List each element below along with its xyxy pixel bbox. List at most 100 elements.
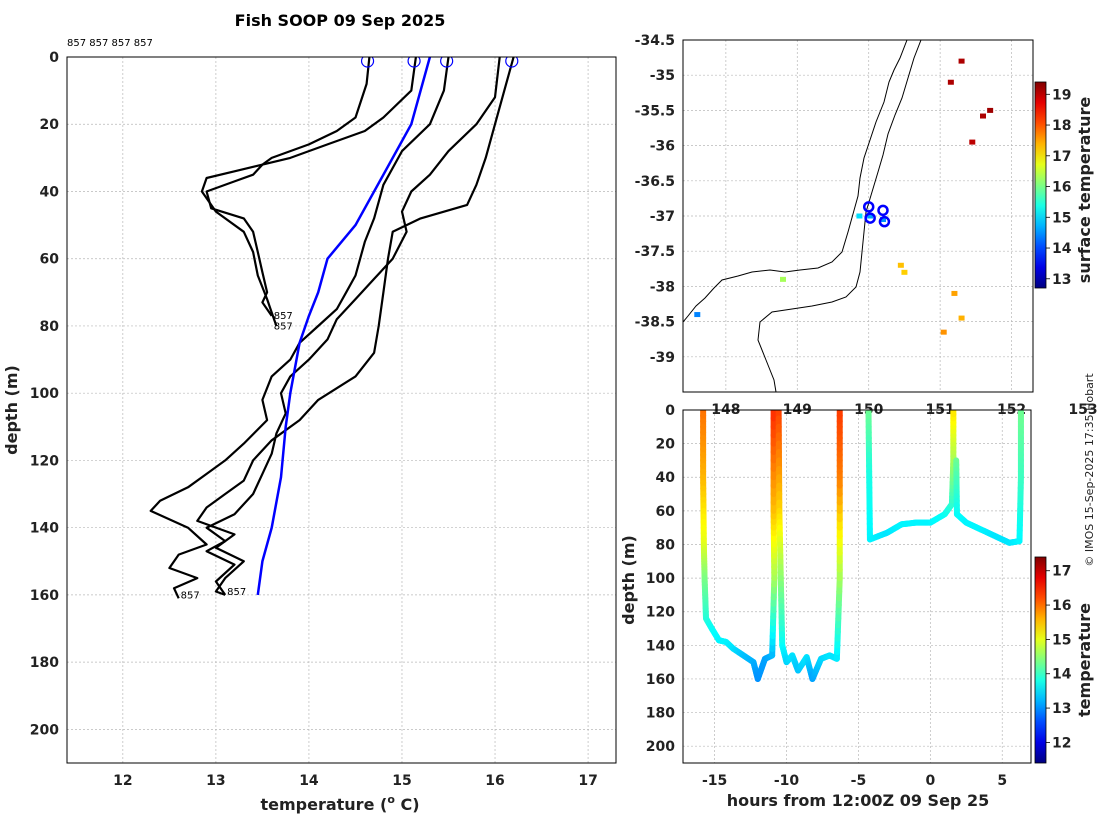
profile-title: Fish SOOP 09 Sep 2025 — [235, 11, 446, 30]
surface-colorbar-tick: 19 — [1052, 87, 1071, 103]
profile-line-3 — [149, 57, 450, 599]
profile-axes-frame — [66, 56, 617, 764]
surface-temp-point — [780, 276, 786, 282]
profile-y-tick: 180 — [30, 655, 59, 671]
map-y-tick: -39 — [650, 350, 675, 366]
surface-marker — [360, 57, 375, 68]
surface-temp-point — [940, 329, 947, 335]
profile-line-5 — [205, 57, 501, 596]
surface-temp-point — [856, 213, 863, 219]
time-y-tick: 80 — [656, 537, 676, 553]
surface-colorbar-tick: 16 — [1052, 180, 1071, 196]
time-y-tick: 160 — [646, 672, 675, 688]
station-marker — [878, 215, 891, 228]
surface-temp-point — [958, 315, 965, 321]
surface-colorbar-tick: 13 — [1052, 272, 1071, 288]
depth-colorbar-tick: 16 — [1052, 598, 1071, 614]
time-y-tick: 100 — [646, 571, 675, 587]
profile-end-label: 857 — [181, 590, 200, 601]
surface-colorbar-ticks: 19 18 17 16 15 14 13 — [1046, 87, 1072, 288]
surface-temp-point — [897, 262, 904, 268]
time-y-tick: 200 — [646, 739, 675, 755]
surface-colorbar-tick: 14 — [1052, 241, 1072, 257]
time-grid — [683, 409, 1031, 763]
surface-colorbar-label: surface temperature — [1075, 97, 1094, 284]
surface-temp-point — [969, 139, 976, 145]
shelf-contour — [757, 40, 922, 392]
depth-colorbar-label: temperature — [1075, 603, 1094, 717]
time-y-tick: 120 — [646, 605, 675, 621]
profile-line-2 — [200, 57, 417, 327]
surface-temp-point — [694, 312, 701, 318]
profile-x-label-name: temperature — [260, 795, 374, 814]
map-y-ticks: -34.5 -35 -35.5 -36 -36.5 -37 -37.5 -38 -38.5 -39 — [635, 33, 675, 366]
depth-colorbar-tick: 12 — [1052, 735, 1071, 751]
map-y-tick: -38 — [650, 279, 675, 295]
map-y-tick: -38.5 — [635, 315, 675, 331]
surface-temp-point — [947, 79, 954, 85]
depth-colorbar-tick: 13 — [1052, 701, 1071, 717]
time-x-tick: -5 — [851, 773, 867, 789]
time-x-label: hours from 12:00Z 09 Sep 25 — [727, 791, 989, 810]
profile-top-label: 857 857 857 857 — [67, 38, 153, 49]
time-y-tick: 60 — [656, 504, 676, 520]
surface-temp-point — [880, 217, 886, 223]
map-station-markers — [862, 201, 891, 228]
time-y-ticks: 0 20 40 60 80 100 120 140 160 180 200 — [646, 403, 675, 755]
profile-x-tick: 13 — [206, 773, 225, 789]
station-marker — [862, 201, 875, 213]
map-y-tick: -34.5 — [635, 33, 675, 49]
station-marker — [877, 204, 889, 217]
profile-x-tick: 12 — [113, 773, 132, 789]
depth-colorbar — [1034, 556, 1047, 764]
surface-marker — [505, 57, 519, 68]
time-x-tick: -15 — [702, 773, 727, 789]
profile-y-tick: 60 — [40, 252, 60, 268]
profile-y-tick: 0 — [49, 50, 59, 66]
profile-grid — [67, 56, 616, 763]
surface-temp-point — [980, 113, 986, 119]
temperature-tracks — [700, 410, 1024, 682]
profile-x-label-unit: C) — [400, 795, 419, 814]
depth-colorbar-tick: 14 — [1052, 667, 1072, 683]
profile-y-tick: 80 — [40, 319, 60, 335]
time-y-tick: 20 — [656, 437, 676, 453]
surface-temp-point — [867, 213, 874, 219]
map-y-tick: -35.5 — [635, 103, 675, 119]
profile-y-label: depth (m) — [2, 365, 21, 455]
station-marker — [864, 212, 876, 224]
coastline — [683, 40, 908, 323]
depth-colorbar-ticks: 17 16 15 14 13 12 — [1046, 564, 1072, 751]
time-x-tick: -10 — [774, 773, 800, 789]
profile-y-tick: 200 — [30, 722, 59, 738]
surface-temp-point — [958, 58, 965, 64]
profile-y-tick: 20 — [40, 117, 60, 133]
profile-y-tick: 100 — [30, 386, 59, 402]
profile-line-1 — [205, 57, 371, 317]
time-x-ticks: -15 -10 -5 0 5 — [702, 773, 1007, 789]
surface-colorbar-tick: 15 — [1052, 210, 1071, 226]
depth-colorbar-tick: 15 — [1052, 632, 1071, 648]
profile-x-tick: 17 — [578, 773, 597, 789]
surface-markers — [360, 57, 519, 68]
profile-y-tick: 120 — [30, 453, 59, 469]
map-y-tick: -35 — [650, 68, 675, 84]
profile-x-label: temperature (o C) — [260, 793, 419, 814]
credit-text: © IMOS 15-Sep-2025 17:35 Hobart — [1083, 373, 1096, 567]
profile-y-tick: 40 — [40, 184, 60, 200]
profile-series — [149, 57, 515, 599]
time-y-tick: 0 — [665, 403, 675, 419]
profile-x-tick: 14 — [299, 773, 319, 789]
profile-x-ticks: 12 13 14 15 16 17 — [113, 773, 598, 789]
map-axes-frame — [682, 39, 1034, 393]
time-y-tick: 180 — [646, 706, 675, 722]
time-y-tick: 140 — [646, 638, 675, 654]
surface-colorbar-tick: 17 — [1052, 149, 1071, 165]
time-y-tick: 40 — [656, 470, 676, 486]
depth-colorbar-tick: 17 — [1052, 564, 1071, 580]
profile-y-tick: 140 — [30, 521, 59, 537]
time-x-tick: 5 — [997, 773, 1007, 789]
map-y-tick: -37.5 — [635, 244, 675, 260]
